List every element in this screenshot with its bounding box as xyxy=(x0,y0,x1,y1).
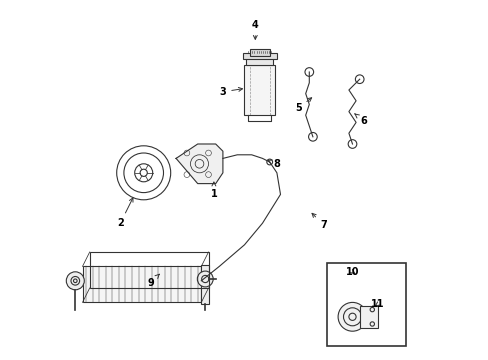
Circle shape xyxy=(337,302,366,331)
Text: 10: 10 xyxy=(345,267,359,277)
Text: 9: 9 xyxy=(147,274,159,288)
Text: 7: 7 xyxy=(311,213,326,230)
Polygon shape xyxy=(176,144,223,184)
Text: 1: 1 xyxy=(210,182,217,199)
Circle shape xyxy=(66,272,84,290)
Text: 6: 6 xyxy=(354,114,366,126)
Bar xyxy=(82,266,201,302)
Text: 3: 3 xyxy=(219,87,242,97)
Bar xyxy=(244,65,275,115)
Text: 8: 8 xyxy=(267,159,280,169)
Text: 5: 5 xyxy=(295,98,311,113)
Text: 4: 4 xyxy=(251,20,258,39)
Bar xyxy=(326,263,406,346)
Bar xyxy=(249,49,269,56)
Bar xyxy=(242,53,276,59)
Text: 11: 11 xyxy=(370,299,384,309)
Bar xyxy=(359,306,377,328)
Text: 2: 2 xyxy=(117,198,133,228)
Bar xyxy=(89,252,208,288)
Bar xyxy=(201,265,209,304)
Bar xyxy=(246,56,273,65)
Circle shape xyxy=(197,271,213,287)
